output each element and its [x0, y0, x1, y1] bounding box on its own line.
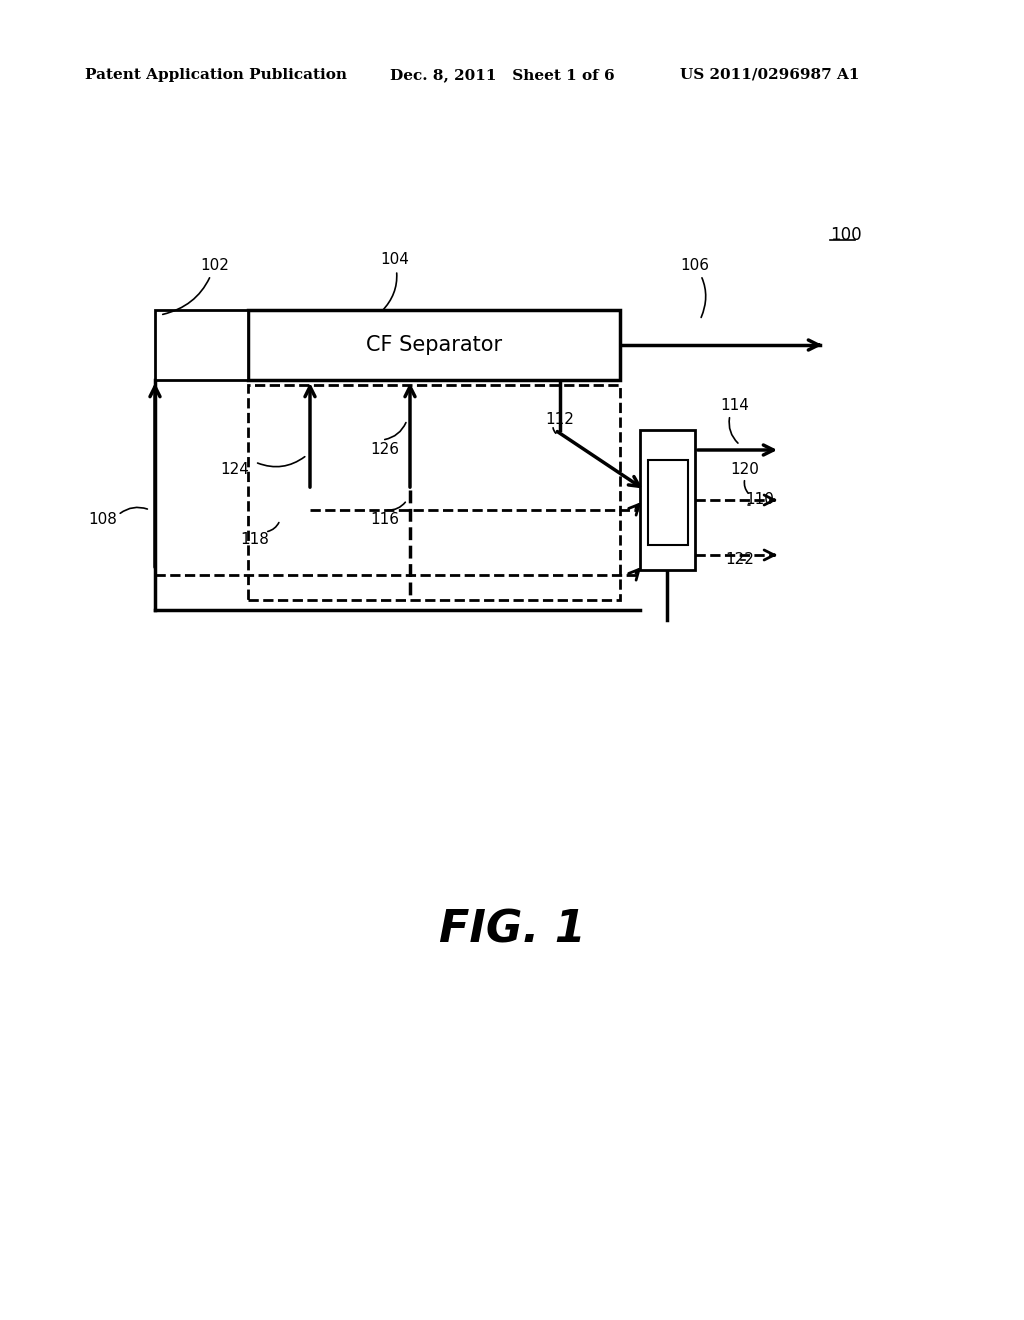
Text: 112: 112: [545, 412, 573, 428]
Text: 108: 108: [88, 512, 117, 528]
Text: Patent Application Publication: Patent Application Publication: [85, 69, 347, 82]
Text: 126: 126: [370, 442, 399, 458]
Text: Dec. 8, 2011   Sheet 1 of 6: Dec. 8, 2011 Sheet 1 of 6: [390, 69, 614, 82]
Text: 118: 118: [240, 532, 269, 548]
FancyBboxPatch shape: [155, 310, 248, 380]
Text: 120: 120: [730, 462, 759, 478]
Text: 106: 106: [680, 257, 709, 318]
Text: 114: 114: [720, 397, 749, 412]
Text: 116: 116: [370, 512, 399, 528]
FancyBboxPatch shape: [640, 430, 695, 570]
Text: 122: 122: [725, 553, 754, 568]
Text: CF Separator: CF Separator: [366, 335, 502, 355]
Text: 124: 124: [220, 462, 249, 478]
Text: 110: 110: [745, 492, 774, 507]
Text: 100: 100: [830, 226, 861, 244]
FancyBboxPatch shape: [648, 459, 688, 545]
Text: FIG. 1: FIG. 1: [438, 908, 586, 952]
Text: 104: 104: [380, 252, 409, 312]
FancyBboxPatch shape: [248, 310, 620, 380]
Text: 102: 102: [163, 257, 229, 314]
Text: US 2011/0296987 A1: US 2011/0296987 A1: [680, 69, 859, 82]
